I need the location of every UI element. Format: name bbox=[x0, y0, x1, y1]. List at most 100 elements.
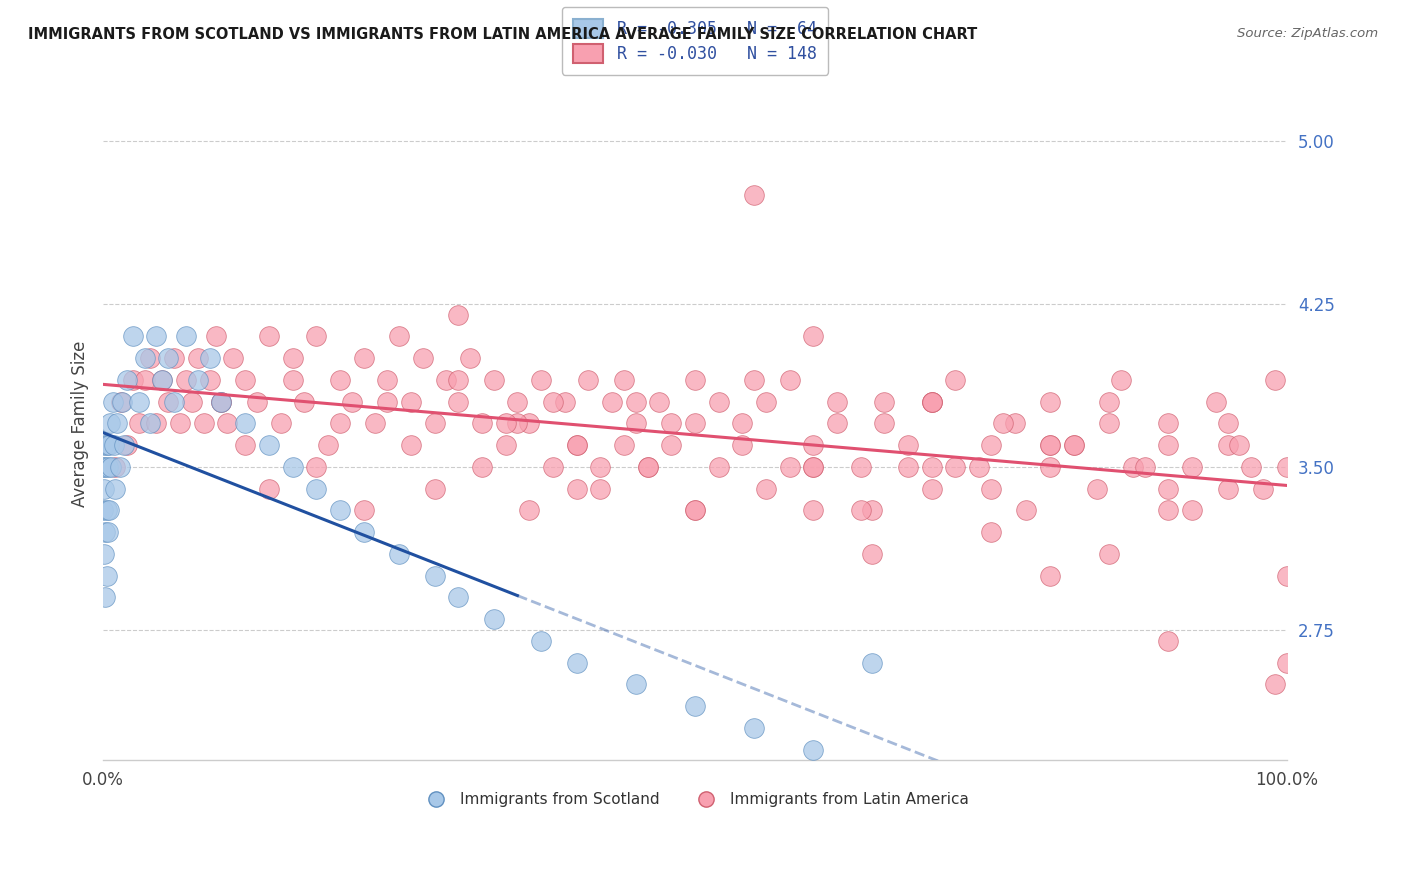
Point bbox=[980, 438, 1002, 452]
Y-axis label: Average Family Size: Average Family Size bbox=[72, 340, 89, 507]
Point bbox=[1240, 459, 1263, 474]
Point bbox=[193, 417, 215, 431]
Point bbox=[114, 438, 136, 452]
Point bbox=[624, 394, 647, 409]
Point bbox=[1157, 482, 1180, 496]
Point bbox=[991, 417, 1014, 431]
Point bbox=[897, 459, 920, 474]
Point bbox=[1251, 482, 1274, 496]
Point bbox=[1275, 656, 1298, 670]
Point bbox=[281, 459, 304, 474]
Point bbox=[683, 699, 706, 714]
Point bbox=[93, 547, 115, 561]
Point bbox=[169, 417, 191, 431]
Point bbox=[1004, 417, 1026, 431]
Point bbox=[482, 612, 505, 626]
Point bbox=[270, 417, 292, 431]
Point bbox=[755, 482, 778, 496]
Point bbox=[1063, 438, 1085, 452]
Point bbox=[495, 438, 517, 452]
Point bbox=[100, 459, 122, 474]
Point bbox=[399, 394, 422, 409]
Point bbox=[121, 329, 143, 343]
Point bbox=[91, 503, 114, 517]
Point bbox=[97, 525, 120, 540]
Point bbox=[101, 394, 124, 409]
Point bbox=[849, 459, 872, 474]
Point bbox=[1157, 417, 1180, 431]
Point bbox=[305, 459, 328, 474]
Point bbox=[801, 742, 824, 756]
Point bbox=[541, 394, 564, 409]
Point bbox=[1133, 459, 1156, 474]
Point bbox=[233, 438, 256, 452]
Point bbox=[1275, 459, 1298, 474]
Point bbox=[517, 417, 540, 431]
Point bbox=[648, 394, 671, 409]
Point bbox=[111, 394, 134, 409]
Point bbox=[742, 188, 765, 202]
Point bbox=[211, 394, 233, 409]
Point bbox=[211, 394, 233, 409]
Point bbox=[801, 438, 824, 452]
Point bbox=[530, 633, 553, 648]
Point bbox=[755, 394, 778, 409]
Point bbox=[281, 373, 304, 387]
Point bbox=[163, 351, 186, 366]
Point bbox=[108, 459, 131, 474]
Point bbox=[121, 373, 143, 387]
Point bbox=[375, 373, 398, 387]
Point bbox=[921, 394, 943, 409]
Point bbox=[257, 329, 280, 343]
Point bbox=[458, 351, 481, 366]
Point bbox=[423, 482, 446, 496]
Point bbox=[1087, 482, 1109, 496]
Point bbox=[659, 417, 682, 431]
Point bbox=[565, 656, 588, 670]
Point bbox=[589, 482, 612, 496]
Point bbox=[1157, 503, 1180, 517]
Point bbox=[1039, 438, 1062, 452]
Point bbox=[187, 373, 209, 387]
Point bbox=[801, 459, 824, 474]
Point bbox=[589, 459, 612, 474]
Point bbox=[198, 351, 221, 366]
Point bbox=[1063, 438, 1085, 452]
Point bbox=[921, 482, 943, 496]
Point bbox=[145, 417, 167, 431]
Point bbox=[1039, 568, 1062, 582]
Point bbox=[93, 438, 115, 452]
Point bbox=[305, 482, 328, 496]
Point bbox=[329, 373, 352, 387]
Point bbox=[180, 394, 202, 409]
Point bbox=[943, 459, 966, 474]
Point bbox=[94, 591, 117, 605]
Point bbox=[104, 482, 127, 496]
Point bbox=[742, 373, 765, 387]
Point bbox=[145, 329, 167, 343]
Point bbox=[98, 438, 121, 452]
Point bbox=[198, 373, 221, 387]
Point bbox=[364, 417, 387, 431]
Point bbox=[541, 459, 564, 474]
Point bbox=[1216, 438, 1239, 452]
Point bbox=[98, 503, 121, 517]
Point bbox=[412, 351, 434, 366]
Point bbox=[93, 482, 115, 496]
Point bbox=[103, 438, 125, 452]
Point bbox=[565, 438, 588, 452]
Point bbox=[246, 394, 269, 409]
Point bbox=[980, 482, 1002, 496]
Point bbox=[495, 417, 517, 431]
Point bbox=[1264, 373, 1286, 387]
Point bbox=[257, 482, 280, 496]
Point bbox=[1181, 503, 1204, 517]
Point bbox=[174, 373, 197, 387]
Point bbox=[897, 438, 920, 452]
Point bbox=[187, 351, 209, 366]
Point bbox=[281, 351, 304, 366]
Point bbox=[91, 459, 114, 474]
Point bbox=[506, 417, 529, 431]
Point bbox=[613, 373, 636, 387]
Point bbox=[637, 459, 659, 474]
